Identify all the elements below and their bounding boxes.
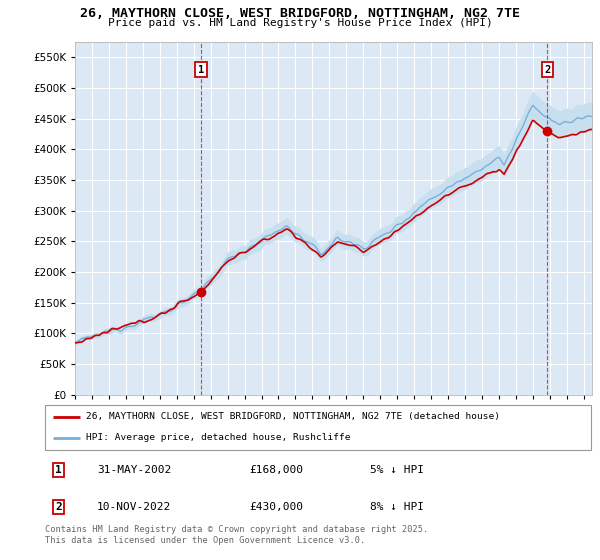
Text: £168,000: £168,000 bbox=[250, 465, 304, 475]
Text: 8% ↓ HPI: 8% ↓ HPI bbox=[370, 502, 424, 512]
Text: 2: 2 bbox=[55, 502, 62, 512]
Text: 31-MAY-2002: 31-MAY-2002 bbox=[97, 465, 171, 475]
Text: Contains HM Land Registry data © Crown copyright and database right 2025.
This d: Contains HM Land Registry data © Crown c… bbox=[45, 525, 428, 545]
Text: 1: 1 bbox=[55, 465, 62, 475]
Text: 5% ↓ HPI: 5% ↓ HPI bbox=[370, 465, 424, 475]
Text: 1: 1 bbox=[197, 64, 204, 74]
Text: HPI: Average price, detached house, Rushcliffe: HPI: Average price, detached house, Rush… bbox=[86, 433, 350, 442]
FancyBboxPatch shape bbox=[45, 405, 591, 450]
Text: 10-NOV-2022: 10-NOV-2022 bbox=[97, 502, 171, 512]
Text: 2: 2 bbox=[544, 64, 551, 74]
Text: 26, MAYTHORN CLOSE, WEST BRIDGFORD, NOTTINGHAM, NG2 7TE: 26, MAYTHORN CLOSE, WEST BRIDGFORD, NOTT… bbox=[80, 7, 520, 20]
Text: £430,000: £430,000 bbox=[250, 502, 304, 512]
Text: Price paid vs. HM Land Registry's House Price Index (HPI): Price paid vs. HM Land Registry's House … bbox=[107, 18, 493, 29]
Text: 26, MAYTHORN CLOSE, WEST BRIDGFORD, NOTTINGHAM, NG2 7TE (detached house): 26, MAYTHORN CLOSE, WEST BRIDGFORD, NOTT… bbox=[86, 413, 500, 422]
